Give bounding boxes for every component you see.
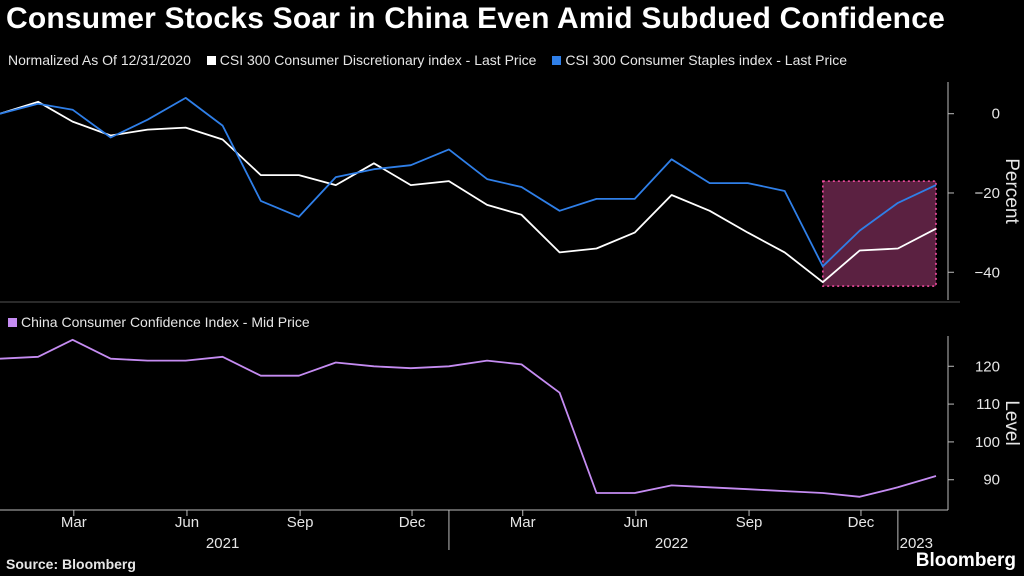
legend-label-staples: CSI 300 Consumer Staples index - Last Pr… xyxy=(565,52,848,68)
y-tick-label-1-3: 90 xyxy=(983,472,1000,489)
legend-swatch-staples xyxy=(552,56,562,65)
x-tick-label-3: Dec xyxy=(399,514,426,531)
x-tick-label-4: Mar xyxy=(510,514,536,531)
y-tick-label-0-2: −40 xyxy=(975,264,1000,281)
series-line-1-0 xyxy=(0,338,937,498)
x-tick-label-0: Mar xyxy=(61,514,87,531)
x-year-label-2: 2023 xyxy=(900,535,933,552)
bottom-legend: China Consumer Confidence Index - Mid Pr… xyxy=(8,314,310,330)
x-tick-label-2: Sep xyxy=(287,514,314,531)
y-axis-title-0: Percent xyxy=(1001,158,1022,224)
y-tick-label-0-1: −20 xyxy=(975,185,1000,202)
y-tick-label-1-0: 120 xyxy=(975,358,1000,375)
chart-title: Consumer Stocks Soar in China Even Amid … xyxy=(6,2,945,35)
legend-label-confidence: China Consumer Confidence Index - Mid Pr… xyxy=(21,314,310,330)
legend-swatch-confidence xyxy=(8,318,17,327)
subtitle: Normalized As Of 12/31/2020 xyxy=(8,52,191,68)
legend-item-staples: CSI 300 Consumer Staples index - Last Pr… xyxy=(552,52,847,68)
legend-label-discretionary: CSI 300 Consumer Discretionary index - L… xyxy=(219,52,537,68)
legend-item-discretionary: CSI 300 Consumer Discretionary index - L… xyxy=(206,52,537,68)
y-tick-label-0-0: 0 xyxy=(992,106,1000,123)
x-year-label-0: 2021 xyxy=(206,535,239,552)
y-axis-title-1: Level xyxy=(1001,400,1022,445)
y-tick-label-1-1: 110 xyxy=(976,396,1000,413)
series-line-0-1 xyxy=(0,97,937,268)
bloomberg-logo: Bloomberg xyxy=(915,550,1016,571)
series-line-0-0 xyxy=(0,100,937,284)
y-tick-label-1-2: 100 xyxy=(975,434,1000,451)
x-year-label-1: 2022 xyxy=(655,535,688,552)
highlight-box xyxy=(822,180,937,287)
top-legend: Normalized As Of 12/31/2020 CSI 300 Cons… xyxy=(8,52,859,68)
source-note: Source: Bloomberg xyxy=(6,556,136,572)
x-tick-label-6: Sep xyxy=(736,514,763,531)
x-tick-label-1: Jun xyxy=(175,514,199,531)
x-tick-label-5: Jun xyxy=(624,514,648,531)
x-tick-label-7: Dec xyxy=(848,514,875,531)
legend-swatch-discretionary xyxy=(206,56,216,65)
